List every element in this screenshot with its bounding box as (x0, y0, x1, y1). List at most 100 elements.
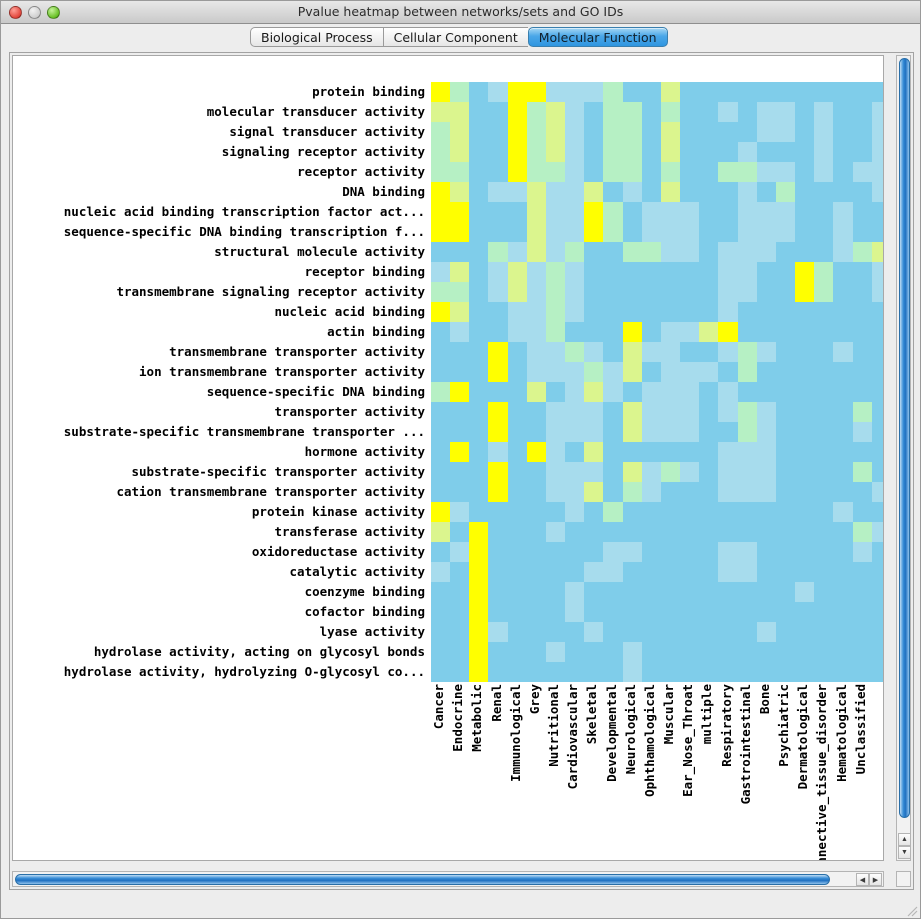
heatmap-cell[interactable] (431, 242, 451, 262)
heatmap-cell[interactable] (814, 322, 834, 342)
heatmap-cell[interactable] (680, 142, 700, 162)
heatmap-cell[interactable] (795, 122, 815, 142)
heatmap-cell[interactable] (545, 642, 566, 662)
horizontal-scroll-thumb[interactable] (15, 874, 830, 885)
heatmap-cell[interactable] (833, 642, 853, 662)
heatmap-cell[interactable] (469, 282, 489, 302)
heatmap-cell[interactable] (622, 502, 642, 522)
heatmap-cell[interactable] (756, 142, 776, 162)
heatmap-cell[interactable] (622, 442, 642, 462)
heatmap-cell[interactable] (871, 602, 883, 622)
heatmap-cell[interactable] (469, 622, 489, 642)
scroll-down-icon[interactable]: ▼ (898, 846, 911, 859)
heatmap-cell[interactable] (603, 342, 623, 362)
heatmap-cell[interactable] (737, 642, 757, 662)
heatmap-cell[interactable] (622, 602, 642, 622)
heatmap-cell[interactable] (584, 302, 604, 322)
heatmap-cell[interactable] (871, 202, 883, 222)
heatmap-cell[interactable] (680, 442, 700, 462)
heatmap-cell[interactable] (526, 602, 546, 622)
heatmap-cell[interactable] (450, 82, 470, 102)
heatmap-cell[interactable] (699, 602, 719, 622)
heatmap-cell[interactable] (718, 262, 738, 282)
heatmap-cell[interactable] (565, 562, 585, 582)
heatmap-cell[interactable] (699, 562, 719, 582)
heatmap-cell[interactable] (488, 242, 508, 262)
heatmap-cell[interactable] (431, 202, 451, 222)
heatmap-cell[interactable] (699, 182, 719, 202)
heatmap-cell[interactable] (660, 362, 681, 382)
heatmap-cell[interactable] (680, 82, 700, 102)
heatmap-cell[interactable] (469, 482, 489, 502)
heatmap-cell[interactable] (622, 622, 642, 642)
heatmap-cell[interactable] (814, 302, 834, 322)
heatmap-cell[interactable] (622, 362, 642, 382)
heatmap-cell[interactable] (641, 222, 661, 242)
heatmap-cell[interactable] (526, 142, 546, 162)
heatmap-cell[interactable] (833, 222, 853, 242)
heatmap-cell[interactable] (737, 322, 757, 342)
heatmap-cell[interactable] (622, 462, 642, 482)
heatmap-cell[interactable] (469, 122, 489, 142)
heatmap-cell[interactable] (469, 662, 489, 682)
heatmap-cell[interactable] (660, 402, 681, 422)
heatmap-cell[interactable] (871, 262, 883, 282)
heatmap-cell[interactable] (680, 562, 700, 582)
heatmap-cell[interactable] (584, 222, 604, 242)
heatmap-cell[interactable] (814, 162, 834, 182)
heatmap-cell[interactable] (814, 582, 834, 602)
heatmap-cell[interactable] (507, 402, 527, 422)
heatmap-cell[interactable] (852, 422, 872, 442)
heatmap-cell[interactable] (871, 462, 883, 482)
heatmap-cell[interactable] (775, 342, 796, 362)
heatmap-cell[interactable] (795, 102, 815, 122)
heatmap-cell[interactable] (775, 542, 796, 562)
heatmap-cell[interactable] (795, 642, 815, 662)
heatmap-cell[interactable] (431, 102, 451, 122)
heatmap-cell[interactable] (756, 362, 776, 382)
heatmap-cell[interactable] (795, 302, 815, 322)
heatmap-cell[interactable] (833, 662, 853, 682)
heatmap-cell[interactable] (622, 202, 642, 222)
heatmap-cell[interactable] (833, 542, 853, 562)
heatmap-cell[interactable] (814, 382, 834, 402)
heatmap-cell[interactable] (584, 382, 604, 402)
heatmap-cell[interactable] (565, 262, 585, 282)
heatmap-cell[interactable] (699, 162, 719, 182)
heatmap-cell[interactable] (469, 642, 489, 662)
heatmap-cell[interactable] (737, 222, 757, 242)
heatmap-cell[interactable] (488, 342, 508, 362)
heatmap-cell[interactable] (641, 122, 661, 142)
heatmap-cell[interactable] (718, 582, 738, 602)
heatmap-cell[interactable] (852, 362, 872, 382)
heatmap-cell[interactable] (737, 362, 757, 382)
heatmap-cell[interactable] (814, 502, 834, 522)
heatmap-cell[interactable] (699, 202, 719, 222)
heatmap-cell[interactable] (641, 182, 661, 202)
heatmap-cell[interactable] (526, 422, 546, 442)
heatmap-cell[interactable] (871, 322, 883, 342)
heatmap-cell[interactable] (488, 382, 508, 402)
heatmap-cell[interactable] (660, 562, 681, 582)
heatmap-cell[interactable] (871, 282, 883, 302)
heatmap-cell[interactable] (699, 82, 719, 102)
heatmap-cell[interactable] (603, 362, 623, 382)
heatmap-cell[interactable] (660, 262, 681, 282)
heatmap-cell[interactable] (775, 642, 796, 662)
heatmap-cell[interactable] (795, 562, 815, 582)
heatmap-cell[interactable] (699, 662, 719, 682)
heatmap-cell[interactable] (795, 162, 815, 182)
heatmap-cell[interactable] (565, 422, 585, 442)
heatmap-cell[interactable] (584, 162, 604, 182)
heatmap-cell[interactable] (814, 142, 834, 162)
heatmap-cell[interactable] (584, 322, 604, 342)
heatmap-cell[interactable] (469, 542, 489, 562)
heatmap-cell[interactable] (450, 642, 470, 662)
heatmap-cell[interactable] (795, 182, 815, 202)
heatmap-cell[interactable] (450, 502, 470, 522)
heatmap-cell[interactable] (814, 222, 834, 242)
heatmap-cell[interactable] (450, 382, 470, 402)
heatmap-cell[interactable] (469, 262, 489, 282)
heatmap-cell[interactable] (584, 582, 604, 602)
heatmap-cell[interactable] (699, 262, 719, 282)
